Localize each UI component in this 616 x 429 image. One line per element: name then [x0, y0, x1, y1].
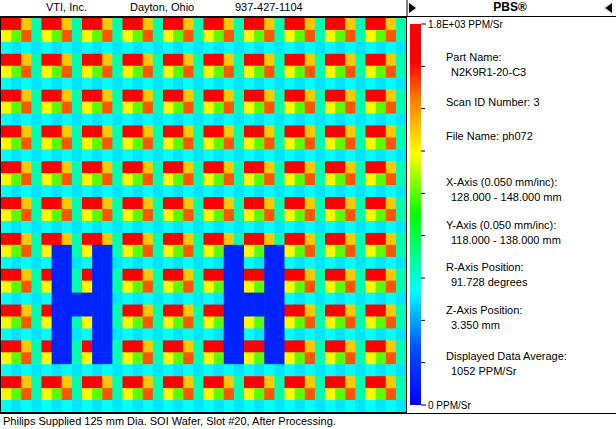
html-text:X-Axis (0.050 mm/inc):: X-Axis (0.050 mm/inc):	[446, 176, 558, 188]
html-text:Displayed Data Average:: Displayed Data Average:	[446, 350, 567, 362]
html-text:937-427-1104: 937-427-1104	[235, 1, 303, 13]
svg-text:0 PPM/Sr: 0 PPM/Sr	[428, 400, 471, 411]
html-text:3.350 mm: 3.350 mm	[451, 319, 500, 331]
html-text:Y-Axis (0.050 mm/inc):: Y-Axis (0.050 mm/inc):	[446, 219, 557, 231]
svg-text:1.8E+03 PPM/Sr: 1.8E+03 PPM/Sr	[428, 19, 503, 30]
html-text:1052 PPM/Sr: 1052 PPM/Sr	[451, 365, 517, 377]
html-text:VTI, Inc.: VTI, Inc.	[46, 1, 87, 13]
html-text:File Name: ph072: File Name: ph072	[446, 130, 533, 142]
html-text:Z-Axis Position:: Z-Axis Position:	[446, 304, 523, 316]
html-text:91.728 degrees: 91.728 degrees	[451, 276, 528, 288]
html-text:Part Name:: Part Name:	[446, 51, 502, 63]
html-text:PBS®: PBS®	[493, 0, 527, 14]
html-text:118.000 - 138.000 mm: 118.000 - 138.000 mm	[451, 234, 561, 246]
html-text:Scan ID Number: 3: Scan ID Number: 3	[446, 96, 540, 108]
html-text:R-Axis Position:: R-Axis Position:	[446, 261, 524, 273]
html-text:128.000 - 148.000 mm: 128.000 - 148.000 mm	[451, 191, 562, 203]
html-text:N2K9R1-20-C3: N2K9R1-20-C3	[451, 66, 527, 78]
html-text:Dayton, Ohio: Dayton, Ohio	[130, 1, 195, 13]
html-text:Philips Supplied 125 mm Dia. S: Philips Supplied 125 mm Dia. SOI Wafer, …	[3, 415, 336, 427]
